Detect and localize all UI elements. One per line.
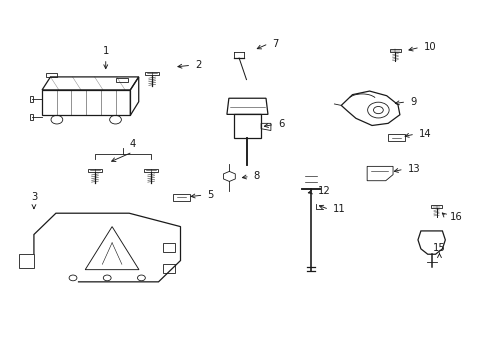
Text: 1: 1: [102, 46, 109, 56]
Text: 10: 10: [424, 42, 437, 52]
Text: 12: 12: [318, 186, 331, 197]
Text: 5: 5: [207, 190, 214, 200]
Text: 11: 11: [333, 204, 346, 215]
Text: 14: 14: [419, 129, 432, 139]
Text: 3: 3: [31, 192, 37, 202]
Text: 15: 15: [433, 243, 446, 253]
Text: 6: 6: [278, 120, 285, 129]
Text: 7: 7: [272, 39, 279, 49]
Text: 16: 16: [450, 212, 463, 221]
Text: 13: 13: [408, 164, 420, 174]
Text: 9: 9: [410, 97, 416, 107]
Text: 4: 4: [129, 139, 136, 149]
Text: 8: 8: [254, 171, 260, 181]
Text: 2: 2: [195, 60, 201, 70]
